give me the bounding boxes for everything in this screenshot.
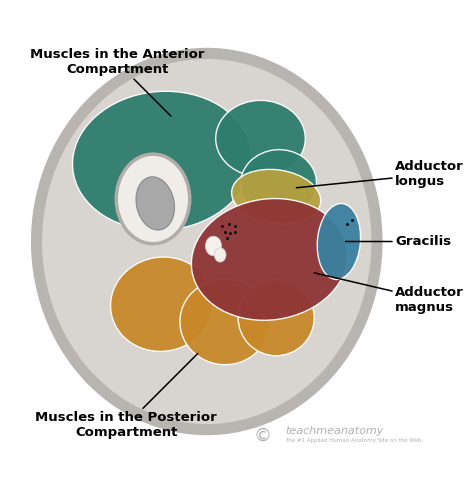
Ellipse shape xyxy=(191,199,347,320)
Text: teachmeanatomy: teachmeanatomy xyxy=(285,426,383,436)
Text: Muscles in the Posterior
Compartment: Muscles in the Posterior Compartment xyxy=(35,354,217,439)
Text: Gracilis: Gracilis xyxy=(346,235,451,248)
Text: Adductor
longus: Adductor longus xyxy=(296,160,464,188)
Ellipse shape xyxy=(180,280,269,365)
Text: Adductor
magnus: Adductor magnus xyxy=(314,273,464,314)
Ellipse shape xyxy=(238,280,314,355)
Ellipse shape xyxy=(232,170,321,224)
Text: ©: © xyxy=(254,427,272,445)
Ellipse shape xyxy=(317,203,361,280)
Ellipse shape xyxy=(36,53,377,430)
Text: Muscles in the Anterior
Compartment: Muscles in the Anterior Compartment xyxy=(30,48,204,116)
Ellipse shape xyxy=(116,154,190,244)
Text: The #1 Applied Human Anatomy Site on the Web.: The #1 Applied Human Anatomy Site on the… xyxy=(285,439,423,443)
Ellipse shape xyxy=(136,177,174,230)
Ellipse shape xyxy=(205,236,221,256)
Ellipse shape xyxy=(214,248,226,262)
Ellipse shape xyxy=(240,150,317,217)
Ellipse shape xyxy=(73,91,251,230)
Ellipse shape xyxy=(110,257,213,352)
Ellipse shape xyxy=(216,100,305,177)
